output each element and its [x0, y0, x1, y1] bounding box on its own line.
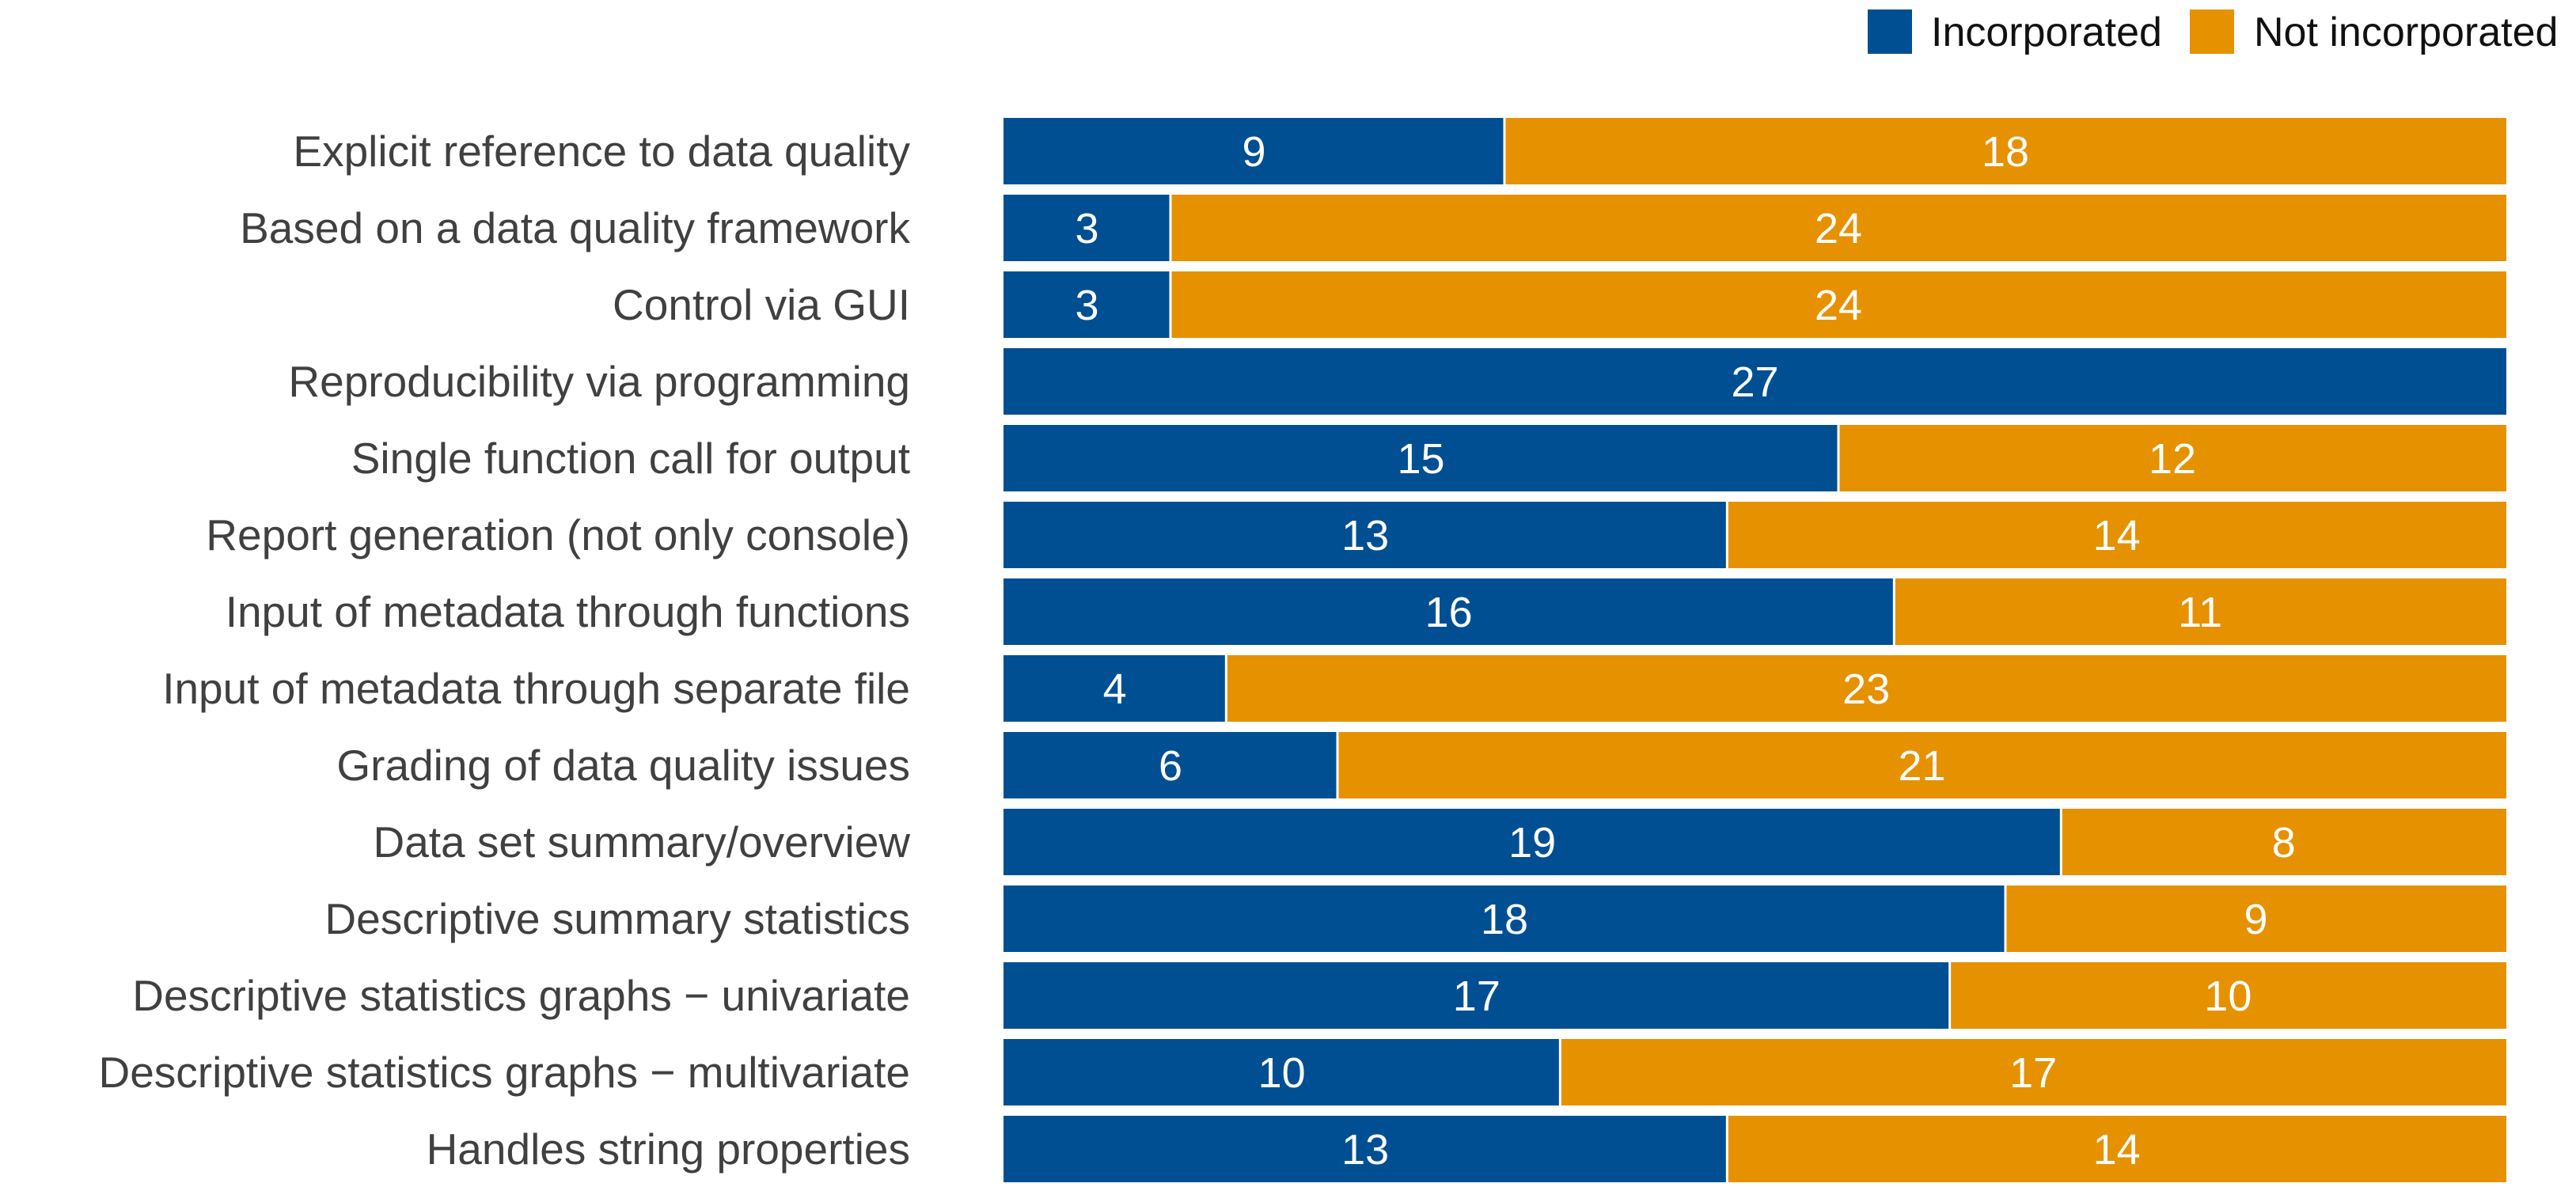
bars	[1003, 118, 2506, 1182]
bar-value-label: 10	[2204, 973, 2252, 1020]
segment-separator	[1503, 118, 1506, 184]
category-label: Descriptive statistics graphs − univaria…	[132, 971, 910, 1020]
bar-not-incorporated	[1838, 425, 2506, 491]
bar-value-labels: 9 18 3 24 3 24 27 15 12 13 14 16 11 4 23 6 21 19 8 18 9 17 10 1…	[1075, 128, 2295, 1174]
bar-not-incorporated	[2061, 809, 2506, 875]
category-label: Single function call for output	[351, 434, 910, 483]
bar-incorporated	[1003, 962, 1950, 1029]
bar-value-label: 9	[1242, 128, 1265, 176]
bar-value-label: 27	[1731, 358, 1778, 406]
bar-value-label: 14	[2093, 1126, 2141, 1174]
bar-value-label: 17	[1453, 973, 1500, 1020]
bar-not-incorporated	[1170, 195, 2506, 261]
bar-not-incorporated	[2005, 886, 2506, 952]
bar-incorporated	[1003, 886, 2005, 952]
bar-incorporated	[1003, 502, 1728, 568]
bar-value-label: 6	[1159, 742, 1182, 790]
bar-value-label: 10	[1258, 1049, 1306, 1097]
category-label: Input of metadata through separate file	[162, 664, 910, 713]
segment-separator	[1224, 655, 1227, 722]
bar-not-incorporated	[1337, 732, 2506, 798]
segment-separator	[1336, 732, 1339, 798]
segment-separator	[1837, 425, 1840, 491]
segment-separator	[1892, 578, 1895, 645]
legend-swatch-incorporated	[1868, 9, 1912, 54]
bar-value-label: 3	[1075, 205, 1098, 252]
segment-separator	[1558, 1039, 1561, 1105]
bar-value-label: 24	[1815, 205, 1862, 252]
bar-incorporated	[1003, 1039, 1561, 1105]
segment-separator	[1948, 962, 1952, 1029]
category-label: Based on a data quality framework	[240, 203, 910, 252]
bar-not-incorporated	[1949, 962, 2506, 1029]
bar-not-incorporated	[1560, 1039, 2506, 1105]
bar-incorporated	[1003, 578, 1895, 645]
bar-value-label: 21	[1898, 742, 1945, 790]
bar-incorporated	[1003, 809, 2062, 875]
bar-value-label: 4	[1103, 666, 1127, 713]
segment-separator	[1169, 195, 1172, 261]
segment-separator	[2004, 886, 2007, 952]
category-label: Control via GUI	[613, 280, 910, 329]
bar-incorporated	[1003, 1116, 1728, 1182]
bar-value-label: 13	[1341, 1126, 1389, 1174]
category-label: Explicit reference to data quality	[293, 127, 910, 176]
category-label: Report generation (not only console)	[206, 510, 910, 559]
bar-value-label: 15	[1397, 435, 1444, 483]
bar-not-incorporated	[1727, 502, 2506, 568]
category-label: Data set summary/overview	[373, 817, 910, 867]
bar-incorporated	[1003, 195, 1170, 261]
bar-value-label: 12	[2149, 435, 2196, 483]
segment-separator	[2059, 809, 2062, 875]
bar-incorporated	[1003, 732, 1337, 798]
category-label: Descriptive summary statistics	[324, 894, 910, 943]
bar-value-label: 17	[2009, 1049, 2057, 1097]
bar-not-incorporated	[1894, 578, 2506, 645]
bar-not-incorporated	[1170, 271, 2506, 338]
bar-incorporated	[1003, 271, 1170, 338]
bar-value-label: 19	[1508, 819, 1556, 867]
legend-swatch-not-incorporated	[2190, 9, 2234, 54]
bar-value-label: 3	[1075, 282, 1098, 329]
bar-incorporated	[1003, 655, 1227, 722]
bar-value-label: 11	[2178, 589, 2222, 636]
segment-separator	[1169, 271, 1172, 338]
legend-label: Not incorporated	[2254, 9, 2558, 55]
bar-value-label: 16	[1425, 589, 1473, 636]
bar-incorporated	[1003, 348, 2506, 415]
legend-label: Incorporated	[1931, 9, 2162, 55]
bar-value-label: 9	[2244, 896, 2267, 943]
category-label: Reproducibility via programming	[288, 357, 910, 406]
bar-value-label: 18	[1982, 128, 2029, 176]
bar-value-label: 24	[1815, 282, 1862, 329]
category-label: Descriptive statistics graphs − multivar…	[98, 1048, 910, 1097]
bar-value-label: 8	[2272, 819, 2296, 867]
category-label: Handles string properties	[427, 1124, 910, 1174]
segment-separator	[1725, 1116, 1728, 1182]
bar-value-label: 14	[2093, 512, 2141, 559]
category-label: Grading of data quality issues	[336, 741, 910, 790]
bar-value-label: 23	[1842, 666, 1890, 713]
legend: Incorporated Not incorporated	[1868, 9, 2558, 55]
bar-incorporated	[1003, 118, 1504, 184]
bar-not-incorporated	[1226, 655, 2506, 722]
segment-separator	[1725, 502, 1728, 568]
bar-value-label: 13	[1341, 512, 1389, 559]
bar-incorporated	[1003, 425, 1838, 491]
bar-not-incorporated	[1727, 1116, 2506, 1182]
category-labels: Explicit reference to data quality Based …	[98, 127, 910, 1174]
bar-not-incorporated	[1504, 118, 2506, 184]
bar-value-label: 18	[1481, 896, 1528, 943]
category-label: Input of metadata through functions	[226, 587, 910, 636]
